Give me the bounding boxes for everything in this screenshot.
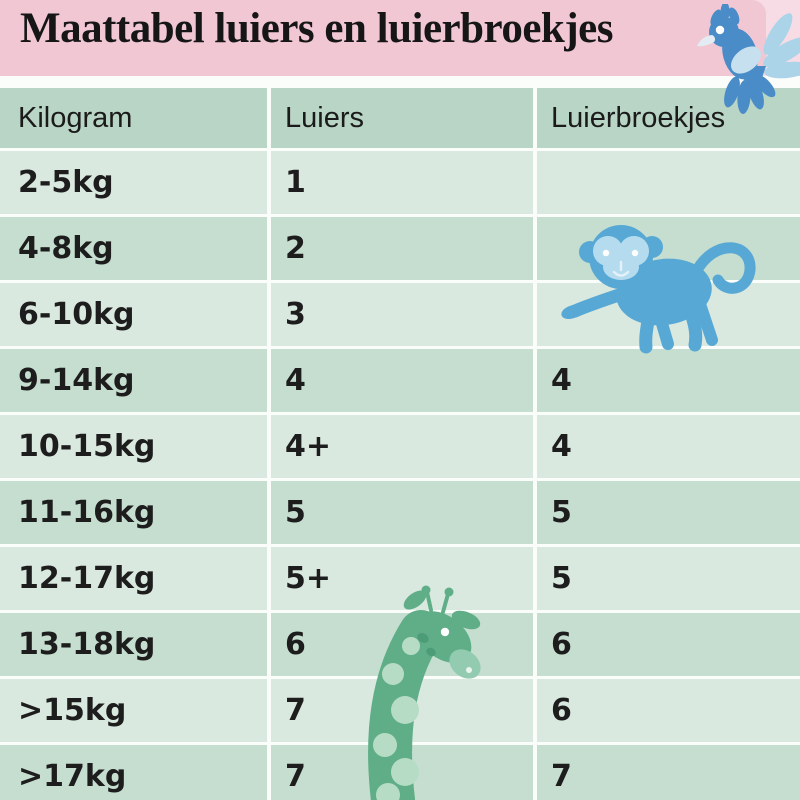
cell-luierbroekjes: 5 [537,481,800,544]
table-row: >15kg 7 6 [0,679,800,742]
cell-luiers: 4+ [271,415,533,478]
table-row: 2-5kg 1 [0,151,800,214]
cell-luiers: 2 [271,217,533,280]
cell-kilogram: 11-16kg [0,481,267,544]
cell-luierbroekjes: 6 [537,613,800,676]
table-row: 10-15kg 4+ 4 [0,415,800,478]
cell-luiers: 4 [271,349,533,412]
cell-luiers: 7 [271,679,533,742]
column-header-luierbroekjes: Luierbroekjes [537,88,800,148]
cell-luierbroekjes [537,283,800,346]
table-row: >17kg 7 7 [0,745,800,800]
cell-luiers: 5 [271,481,533,544]
table-row: 6-10kg 3 [0,283,800,346]
cell-luierbroekjes: 5 [537,547,800,610]
table-header-row: Kilogram Luiers Luierbroekjes [0,88,800,148]
cell-luiers: 1 [271,151,533,214]
cell-kilogram: 9-14kg [0,349,267,412]
cell-luiers: 7 [271,745,533,800]
table-row: 9-14kg 4 4 [0,349,800,412]
cell-kilogram: >15kg [0,679,267,742]
cell-kilogram: 12-17kg [0,547,267,610]
cell-kilogram: 6-10kg [0,283,267,346]
size-table: Kilogram Luiers Luierbroekjes 2-5kg 1 4-… [0,88,800,800]
table-row: 11-16kg 5 5 [0,481,800,544]
column-header-kilogram: Kilogram [0,88,267,148]
cell-luierbroekjes [537,151,800,214]
cell-luiers: 3 [271,283,533,346]
cell-kilogram: 13-18kg [0,613,267,676]
cell-kilogram: >17kg [0,745,267,800]
page-title: Maattabel luiers en luierbroekjes [20,4,613,52]
cell-luierbroekjes: 7 [537,745,800,800]
cell-luierbroekjes: 4 [537,415,800,478]
cell-luierbroekjes: 4 [537,349,800,412]
table-row: 13-18kg 6 6 [0,613,800,676]
table-row: 12-17kg 5+ 5 [0,547,800,610]
cell-luierbroekjes: 6 [537,679,800,742]
table-row: 4-8kg 2 [0,217,800,280]
cell-luiers: 5+ [271,547,533,610]
cell-luiers: 6 [271,613,533,676]
title-banner: Maattabel luiers en luierbroekjes [0,0,766,76]
cell-kilogram: 10-15kg [0,415,267,478]
cell-kilogram: 2-5kg [0,151,267,214]
cell-kilogram: 4-8kg [0,217,267,280]
cell-luierbroekjes [537,217,800,280]
column-header-luiers: Luiers [271,88,533,148]
